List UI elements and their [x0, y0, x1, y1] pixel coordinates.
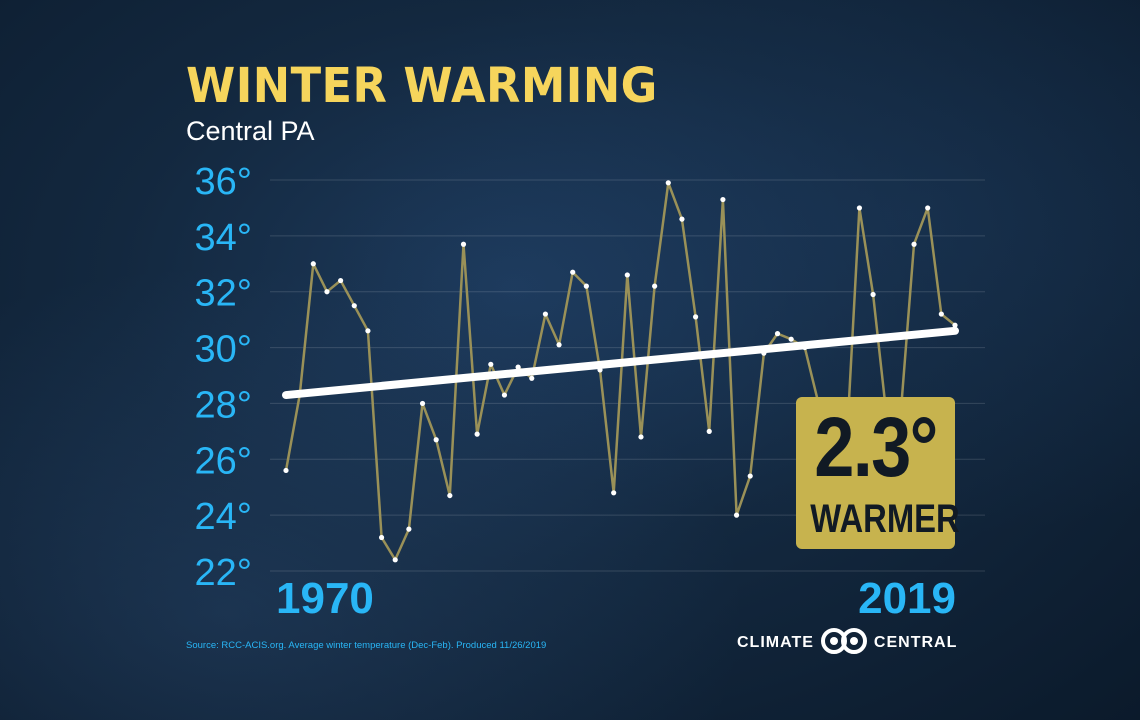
badge-value: 2.3° — [814, 400, 938, 494]
y-tick-label: 24° — [195, 496, 252, 538]
data-point — [856, 205, 863, 211]
data-point — [774, 331, 781, 337]
data-point — [351, 303, 357, 309]
data-point — [460, 241, 467, 247]
data-point — [515, 364, 521, 370]
data-point — [583, 283, 589, 289]
data-point — [911, 241, 917, 247]
data-point — [310, 261, 316, 267]
climate-central-logo: CLIMATE CENTRAL — [737, 627, 958, 659]
data-point — [938, 311, 944, 317]
data-point — [665, 180, 671, 186]
data-point — [419, 400, 426, 407]
data-point — [638, 434, 644, 440]
chart-subtitle: Central PA — [186, 116, 315, 146]
data-point — [706, 428, 712, 434]
data-point — [501, 392, 508, 398]
data-point — [488, 361, 494, 367]
y-tick-label: 32° — [195, 273, 252, 315]
logo-text-left: CLIMATE — [737, 634, 814, 651]
data-point — [570, 269, 576, 275]
data-point — [870, 291, 876, 298]
data-point — [433, 437, 439, 443]
data-point — [747, 473, 753, 479]
data-point — [392, 557, 398, 563]
trend-line — [282, 326, 959, 400]
y-tick-label: 28° — [195, 384, 252, 426]
data-point — [406, 526, 412, 532]
y-tick-label: 22° — [195, 552, 252, 594]
data-point — [474, 431, 480, 437]
data-point — [338, 277, 344, 284]
data-point — [652, 283, 658, 289]
data-point — [365, 328, 371, 334]
logo-text-right: CENTRAL — [873, 634, 958, 651]
y-tick-label: 34° — [195, 217, 252, 259]
data-point — [788, 336, 794, 342]
y-tick-label: 36° — [195, 161, 252, 203]
y-tick-label: 30° — [195, 329, 252, 371]
data-point — [324, 289, 330, 295]
data-point — [283, 467, 289, 474]
warming-badge: 2.3° WARMER — [796, 397, 960, 549]
data-point — [611, 490, 617, 496]
data-point — [529, 375, 535, 381]
x-label-end: 2019 — [858, 574, 956, 623]
y-tick-label: 26° — [195, 440, 252, 482]
badge-label: WARMER — [810, 497, 960, 541]
data-point — [925, 205, 931, 211]
data-point — [720, 196, 726, 203]
data-point — [378, 534, 385, 541]
trend-layer — [282, 326, 959, 400]
data-point — [556, 342, 562, 348]
logo-mark-icon — [820, 627, 868, 659]
x-axis-labels: 1970 2019 — [276, 574, 956, 623]
data-point — [952, 322, 958, 328]
data-point — [447, 492, 453, 499]
chart-title: WINTER WARMING — [186, 58, 658, 114]
source-note: Source: RCC-ACIS.org. Average winter tem… — [186, 640, 547, 651]
data-point — [679, 216, 685, 222]
data-point — [733, 512, 740, 518]
y-axis-ticks: 22° 24° 26° 28° 30° 32° 34° 36° — [195, 161, 252, 594]
x-label-start: 1970 — [276, 574, 374, 623]
data-point — [692, 314, 699, 320]
data-point — [624, 272, 630, 278]
data-point — [542, 311, 549, 317]
